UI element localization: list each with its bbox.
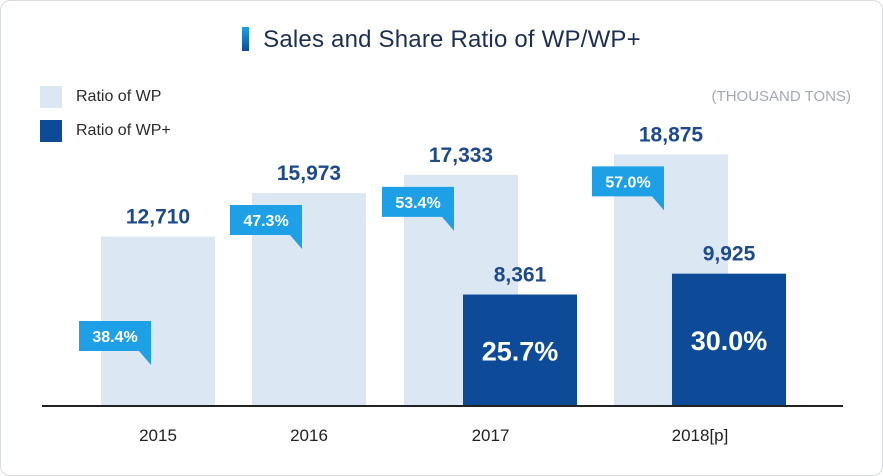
legend-swatch-wp-plus [40, 120, 62, 142]
legend-label-wp: Ratio of WP [76, 88, 162, 105]
chart-title: Sales and Share Ratio of WP/WP+ [263, 26, 641, 53]
x-tick-label: 2016 [290, 426, 328, 445]
bar-value-label-wp-plus: 9,925 [703, 243, 756, 266]
share-callout-wp [230, 205, 302, 250]
share-callout-wp [382, 186, 454, 231]
share-label-wp-plus: 30.0% [691, 326, 768, 356]
legend-item-wp-plus: Ratio of WP+ [40, 119, 171, 143]
share-label-wp: 57.0% [605, 174, 650, 191]
unit-label: (THOUSAND TONS) [711, 88, 851, 105]
legend: Ratio of WP Ratio of WP+ [40, 85, 171, 153]
bar-value-label-wp-plus: 8,361 [494, 264, 547, 287]
title-marker [242, 27, 250, 51]
bar-wp-plus [463, 294, 577, 406]
share-label-wp-plus: 25.7% [482, 336, 559, 366]
bar-value-label-wp: 12,710 [126, 206, 190, 229]
x-tick-label: 2017 [472, 426, 510, 445]
bar-value-label-wp: 17,333 [429, 144, 493, 167]
legend-label-wp-plus: Ratio of WP+ [76, 122, 171, 139]
share-callout-wp [592, 166, 664, 211]
bar-wp-plus [672, 273, 786, 406]
share-label-wp: 47.3% [243, 213, 288, 230]
x-tick-label: 2018[p] [672, 426, 729, 445]
share-label-wp: 38.4% [92, 329, 137, 346]
legend-swatch-wp [40, 86, 62, 108]
bar-value-label-wp: 18,875 [639, 123, 704, 146]
chart-title-area: Sales and Share Ratio of WP/WP+ [0, 26, 883, 54]
legend-item-wp: Ratio of WP [40, 85, 171, 109]
bar-value-label-wp: 15,973 [277, 162, 341, 185]
share-label-wp: 53.4% [395, 195, 440, 212]
share-callout-wp [79, 321, 151, 365]
x-tick-label: 2015 [139, 426, 177, 445]
